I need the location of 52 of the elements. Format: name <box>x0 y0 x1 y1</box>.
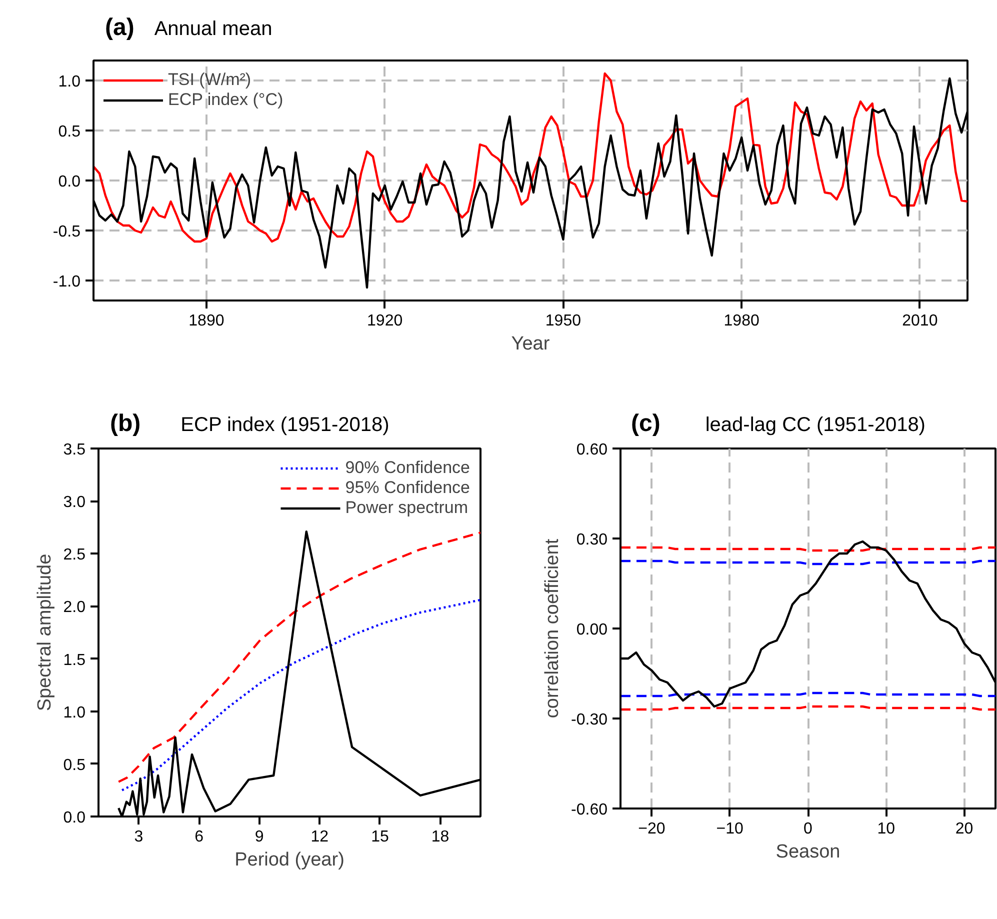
line-series <box>94 72 968 243</box>
x-tick-label: 2010 <box>902 312 938 330</box>
x-tick-label: −20 <box>638 820 666 838</box>
x-axis-title: Period (year) <box>234 850 344 870</box>
legend-label: Power spectrum <box>345 498 468 518</box>
x-axis-title: Season <box>776 842 840 862</box>
y-tick-label: 0.5 <box>63 756 86 774</box>
y-tick-label: -1.0 <box>52 274 81 290</box>
x-tick-label: 1950 <box>545 312 582 330</box>
x-tick-label: 20 <box>955 820 974 838</box>
y-tick-label: -0.30 <box>571 712 608 728</box>
x-tick-label: 10 <box>877 820 896 838</box>
x-axis-title: Year <box>511 334 550 354</box>
x-tick-label: 6 <box>194 828 204 846</box>
y-tick-label: 3.5 <box>63 442 86 458</box>
y-tick-label: 0.00 <box>576 622 608 638</box>
y-tick-label: 1.5 <box>63 652 86 669</box>
y-tick-label: 2.0 <box>63 599 86 616</box>
y-tick-label: 0.30 <box>576 532 608 548</box>
legend-label: TSI (W/m²) <box>168 70 252 90</box>
x-tick-label: 15 <box>371 828 389 846</box>
y-tick-label: 0.0 <box>58 174 81 190</box>
y-tick-label: -0.60 <box>571 802 608 818</box>
y-tick-label: 0.5 <box>58 124 81 140</box>
x-tick-label: 3 <box>134 828 144 846</box>
y-axis-title: correlation coefficient <box>542 538 564 718</box>
text: (b) <box>110 410 141 437</box>
chart-title: lead-lag CC (1951-2018) <box>705 414 926 436</box>
line-series <box>120 598 480 792</box>
chart-title: Annual mean <box>154 18 272 40</box>
x-tick-label: 1920 <box>367 312 403 330</box>
x-tick-label: 0 <box>804 820 813 838</box>
y-tick-label: -0.5 <box>52 224 81 240</box>
y-axis-title: Spectral amplitude <box>34 554 56 712</box>
x-tick-label: 18 <box>431 828 450 846</box>
y-tick-label: 1.0 <box>63 704 86 722</box>
legend-label: 95% Confidence <box>345 478 470 498</box>
x-tick-label: −10 <box>716 820 744 838</box>
y-tick-label: 0.0 <box>63 810 86 826</box>
x-tick-label: 12 <box>310 828 329 846</box>
y-tick-label: 1.0 <box>58 74 81 90</box>
x-tick-label: 1980 <box>724 312 760 330</box>
y-tick-label: 2.5 <box>63 546 86 564</box>
x-tick-label: 1890 <box>188 312 224 330</box>
y-tick-label: 3.0 <box>63 494 86 512</box>
x-tick-label: 9 <box>254 828 264 846</box>
chart-title: ECP index (1951-2018) <box>180 414 390 436</box>
y-tick-label: 0.60 <box>576 442 608 458</box>
legend-label: 90% Confidence <box>345 458 470 478</box>
legend-label: ECP index (°C) <box>168 90 284 110</box>
text: (a) <box>105 14 134 41</box>
text: (c) <box>631 410 660 437</box>
